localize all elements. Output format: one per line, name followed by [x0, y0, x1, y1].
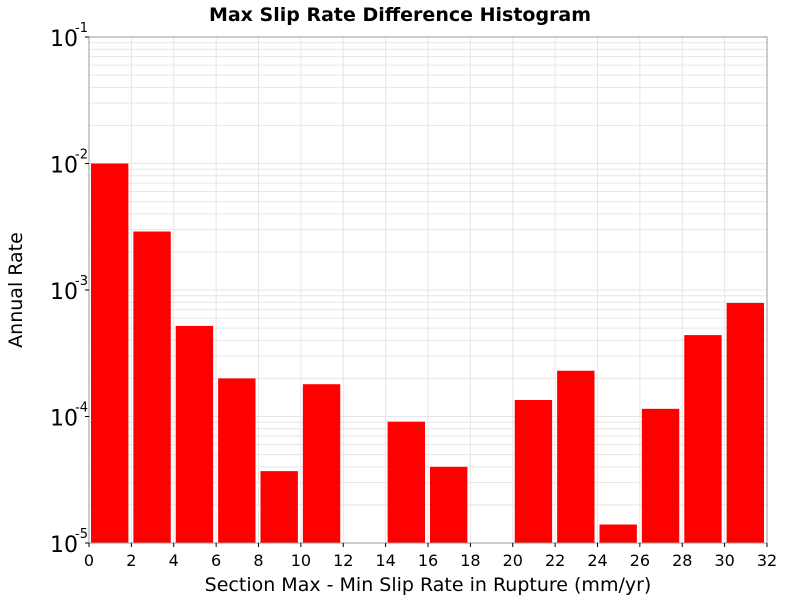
- y-tick-base: 10: [50, 27, 78, 52]
- y-tick-exponent: -2: [75, 148, 88, 163]
- x-axis-ticks: 0 2 4 6 8 10 12 14 16 18 20 22 24 26 28 30 32: [84, 543, 777, 570]
- histogram-bar: [726, 302, 764, 543]
- y-tick-exponent: -1: [75, 21, 88, 36]
- histogram-bar: [302, 384, 341, 543]
- x-tick-label: 4: [169, 551, 179, 570]
- histogram-bar: [684, 335, 722, 543]
- histogram-bar: [133, 231, 171, 543]
- histogram-bar: [430, 466, 468, 543]
- histogram-bar: [260, 471, 298, 543]
- histogram-bar: [599, 524, 637, 543]
- x-tick-label: 24: [587, 551, 607, 570]
- x-tick-label: 16: [418, 551, 438, 570]
- y-tick-base: 10: [50, 533, 78, 558]
- y-axis-label: Annual Rate: [5, 232, 27, 348]
- y-tick-label: 10-4: [50, 401, 88, 432]
- x-tick-label: 0: [84, 551, 94, 570]
- x-tick-label: 8: [253, 551, 263, 570]
- histogram-bar: [91, 163, 129, 543]
- x-tick-label: 6: [211, 551, 221, 570]
- y-tick-base: 10: [50, 154, 78, 179]
- x-tick-label: 32: [757, 551, 777, 570]
- y-tick-label: 10-3: [50, 274, 88, 305]
- x-tick-label: 18: [460, 551, 480, 570]
- histogram-bar: [175, 325, 214, 543]
- histogram-bar: [387, 421, 425, 543]
- x-tick-label: 30: [714, 551, 734, 570]
- y-tick-exponent: -3: [75, 274, 88, 289]
- chart-title: Max Slip Rate Difference Histogram: [209, 4, 591, 26]
- x-tick-label: 20: [503, 551, 523, 570]
- y-axis-ticks: 10-510-410-310-210-1: [50, 21, 89, 558]
- bar-series: [91, 163, 764, 543]
- x-tick-label: 12: [333, 551, 353, 570]
- histogram-bar: [641, 408, 680, 543]
- y-tick-exponent: -5: [75, 527, 88, 542]
- x-tick-label: 26: [630, 551, 650, 570]
- x-tick-label: 22: [545, 551, 565, 570]
- x-tick-label: 10: [291, 551, 311, 570]
- x-tick-label: 2: [126, 551, 136, 570]
- y-tick-exponent: -4: [75, 401, 88, 416]
- histogram-bar: [514, 400, 553, 543]
- y-tick-base: 10: [50, 280, 78, 305]
- y-tick-base: 10: [50, 407, 78, 432]
- y-tick-label: 10-2: [50, 148, 88, 179]
- x-tick-label: 28: [672, 551, 692, 570]
- x-axis-label: Section Max - Min Slip Rate in Rupture (…: [205, 574, 652, 596]
- x-tick-label: 14: [375, 551, 395, 570]
- y-tick-label: 10-5: [50, 527, 88, 558]
- y-tick-label: 10-1: [50, 21, 88, 52]
- histogram-bar: [218, 378, 256, 543]
- histogram-bar: [557, 370, 595, 543]
